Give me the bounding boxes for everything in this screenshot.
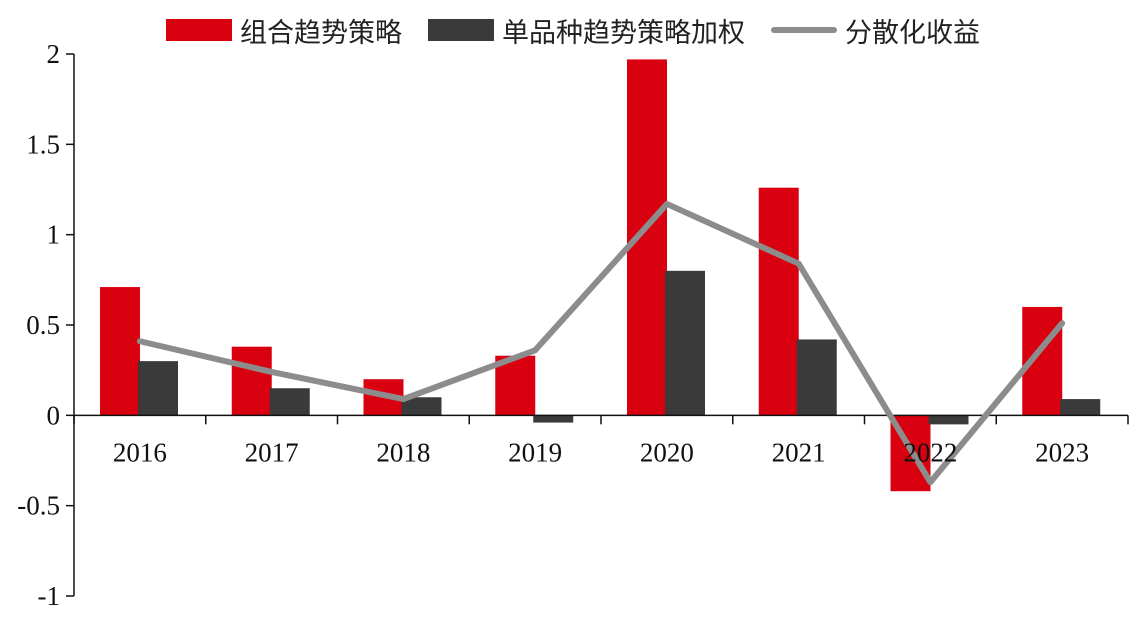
bar-single-2023 <box>1060 399 1101 416</box>
bar-single-2021 <box>796 339 837 416</box>
x-tick-label: 2016 <box>113 437 167 467</box>
legend: 组合趋势策略 单品种趋势策略加权 分散化收益 <box>0 8 1146 52</box>
bar-portfolio-2016 <box>100 287 140 416</box>
x-tick-label: 2018 <box>376 437 430 467</box>
point-diversification-2022 <box>929 481 932 484</box>
legend-item-single: 单品种趋势策略加权 <box>428 11 745 50</box>
x-tick-label: 2021 <box>772 437 826 467</box>
legend-swatch-portfolio <box>166 19 232 41</box>
x-tick-label: 2017 <box>245 437 299 467</box>
y-tick-label: 0 <box>47 400 61 430</box>
y-tick-label: -1 <box>38 581 61 611</box>
point-diversification-2020 <box>665 202 668 205</box>
point-diversification-2018 <box>402 398 405 401</box>
bar-portfolio-2017 <box>231 346 272 416</box>
legend-label-single: 单品种趋势策略加权 <box>502 17 745 49</box>
point-diversification-2016 <box>138 340 141 343</box>
y-tick-label: 1 <box>47 220 61 250</box>
legend-label-portfolio: 组合趋势策略 <box>240 17 402 49</box>
legend-swatch-single <box>428 19 494 41</box>
x-tick-label: 2020 <box>640 437 694 467</box>
point-diversification-2019 <box>534 349 537 352</box>
line-diversification <box>136 200 1066 486</box>
legend-swatch-diversification <box>771 27 837 33</box>
legend-item-portfolio: 组合趋势策略 <box>166 11 402 50</box>
point-diversification-2021 <box>797 262 800 265</box>
x-tick-label: 2022 <box>903 437 957 467</box>
bar-portfolio-2021 <box>758 187 799 416</box>
bar-single-2017 <box>269 388 310 416</box>
bar-single-2019 <box>533 415 574 423</box>
y-tick-label: -0.5 <box>17 491 60 521</box>
x-tick-label: 2019 <box>508 437 562 467</box>
point-diversification-2023 <box>1061 322 1064 325</box>
y-tick-label: 2 <box>47 39 61 69</box>
y-tick-label: 0.5 <box>26 310 60 340</box>
y-tick-label: 1.5 <box>26 129 60 159</box>
bar-single-2016 <box>138 361 178 416</box>
legend-item-diversification: 分散化收益 <box>771 11 980 50</box>
point-diversification-2017 <box>270 370 273 373</box>
bar-single-2020 <box>665 270 705 416</box>
bar-single-2022 <box>928 415 969 425</box>
bar-single-2018 <box>401 397 442 416</box>
legend-label-diversification: 分散化收益 <box>845 17 980 49</box>
x-tick-label: 2023 <box>1035 437 1089 467</box>
